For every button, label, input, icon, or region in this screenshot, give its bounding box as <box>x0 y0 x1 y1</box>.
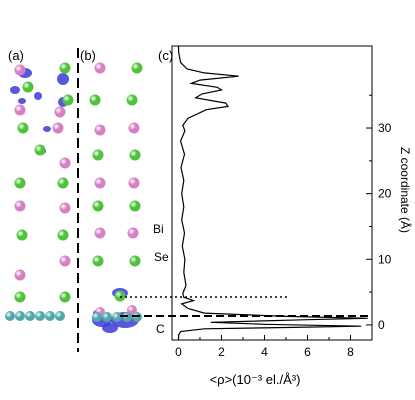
x-axis: 0 2 4 6 8 <box>175 335 354 359</box>
se-atom <box>14 177 26 189</box>
bi-atom <box>127 305 137 315</box>
bi-atom <box>94 124 106 136</box>
x-tick-label: 8 <box>347 345 354 359</box>
y-tick-label: 30 <box>378 121 392 135</box>
structure-panel-a <box>5 62 74 321</box>
se-atom <box>59 291 71 303</box>
c-atom <box>35 311 45 321</box>
se-atom <box>59 62 71 74</box>
se-atom <box>57 229 69 241</box>
atom-label-bi: Bi <box>153 222 164 236</box>
se-atom <box>92 200 104 212</box>
bi-atom <box>59 157 71 169</box>
x-axis-label: <ρ>(10⁻³ el./Å³) <box>210 372 301 387</box>
x-tick-label: 2 <box>218 345 225 359</box>
c-atom <box>25 311 35 321</box>
se-atom <box>89 94 101 106</box>
atom-label-c: C <box>156 322 165 336</box>
se-atom <box>92 149 104 161</box>
density-isosurface <box>43 126 51 132</box>
density-isosurface <box>102 323 118 333</box>
bi-atom <box>14 200 26 212</box>
density-chart: 0 2 4 6 8 0 10 20 30 <ρ>(10⁻³ el./Å³) Z coordin… <box>171 45 413 387</box>
se-atom <box>34 144 46 156</box>
bi-atom <box>94 227 106 239</box>
se-atom <box>131 62 143 74</box>
se-atom <box>92 255 104 267</box>
bi-atom <box>94 177 106 189</box>
x-tick-label: 6 <box>304 345 311 359</box>
bi-atom <box>128 122 140 134</box>
c-atom <box>15 311 25 321</box>
y-axis-label: Z coordinate (Å) <box>398 147 413 233</box>
se-atom <box>57 177 69 189</box>
density-isosurface <box>10 86 20 94</box>
bi-atom <box>59 255 71 267</box>
se-atom <box>22 81 34 93</box>
bi-atom <box>52 122 64 134</box>
se-atom <box>126 94 138 106</box>
density-isosurface <box>57 73 69 85</box>
bi-atom <box>14 64 26 76</box>
x-tick-label: 0 <box>175 345 182 359</box>
atom-label-se: Se <box>154 250 169 264</box>
bi-atom <box>127 227 139 239</box>
c-atom <box>5 311 15 321</box>
bi-atom <box>14 269 26 281</box>
c-atom <box>55 311 65 321</box>
panel-label-a: (a) <box>8 48 24 63</box>
bi-atom <box>14 104 26 116</box>
se-atom <box>16 229 28 241</box>
se-atom <box>14 291 26 303</box>
y-tick-label: 20 <box>378 187 392 201</box>
structure-panel-b <box>89 62 143 333</box>
se-atom <box>114 290 126 302</box>
density-isosurface <box>18 98 26 104</box>
bi-atom <box>59 202 71 214</box>
plot-frame <box>171 45 373 341</box>
c-atom <box>102 312 112 322</box>
y-tick-label: 0 <box>378 318 385 332</box>
density-curve <box>177 45 368 341</box>
c-atom <box>92 312 102 322</box>
se-atom <box>129 149 141 161</box>
x-tick-label: 4 <box>261 345 268 359</box>
panel-label-c: (c) <box>158 48 173 63</box>
se-atom <box>129 255 141 267</box>
c-atom <box>112 312 122 322</box>
bi-atom <box>94 62 106 74</box>
y-axis: 0 10 20 30 <box>366 94 392 332</box>
bi-atom <box>54 106 66 118</box>
panel-label-b: (b) <box>80 48 96 63</box>
y-tick-label: 10 <box>378 252 392 266</box>
density-isosurface <box>34 92 42 100</box>
se-atom <box>62 94 74 106</box>
se-atom <box>129 200 141 212</box>
c-atom <box>45 311 55 321</box>
bi-atom <box>128 177 140 189</box>
se-atom <box>17 122 29 134</box>
